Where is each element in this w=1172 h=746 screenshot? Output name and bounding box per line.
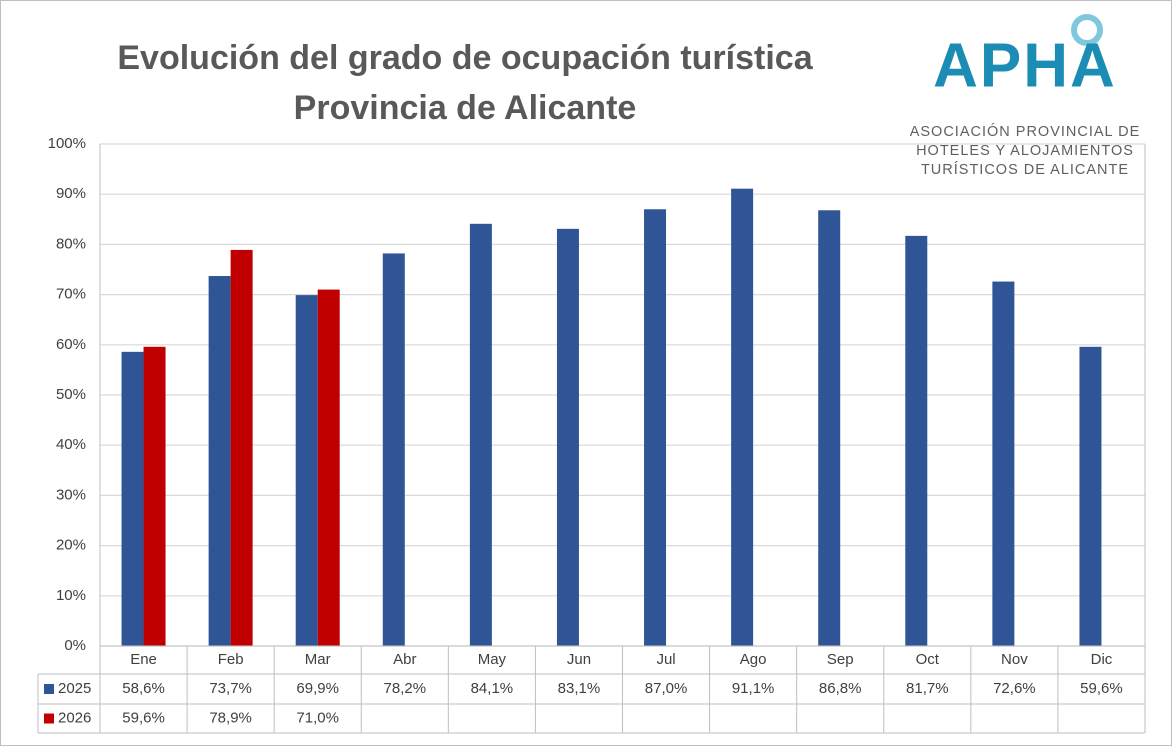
table-value: 59,6%: [122, 709, 165, 726]
x-tick-label: Ago: [740, 651, 767, 668]
bar: [905, 235, 928, 646]
x-tick-label: Oct: [916, 651, 940, 668]
table-value: 86,8%: [819, 680, 862, 697]
chart-title: Evolución del grado de ocupación turísti…: [117, 39, 813, 77]
y-tick-label: 50%: [56, 386, 86, 403]
table-value: 84,1%: [471, 680, 514, 697]
bar: [644, 209, 667, 646]
logo-line: HOTELES Y ALOJAMIENTOS: [916, 143, 1134, 159]
bar: [382, 253, 405, 646]
x-tick-label: Jul: [656, 651, 675, 668]
y-tick-label: 30%: [56, 486, 86, 503]
bar: [208, 276, 231, 646]
bar: [731, 188, 754, 647]
bar: [556, 228, 579, 646]
x-tick-label: May: [478, 651, 507, 668]
y-tick-label: 70%: [56, 286, 86, 303]
bar: [230, 249, 253, 646]
legend-key: [44, 684, 54, 694]
bar: [1079, 346, 1102, 646]
table-value: 83,1%: [558, 680, 601, 697]
bar: [992, 281, 1015, 646]
table-value: 58,6%: [122, 680, 165, 697]
table-value: 81,7%: [906, 680, 949, 697]
logo: APHA ASOCIACIÓN PROVINCIAL DE HOTELES Y …: [910, 14, 1141, 178]
table-value: 72,6%: [993, 680, 1036, 697]
y-tick-label: 100%: [48, 135, 86, 152]
x-tick-label: Abr: [393, 651, 416, 668]
table-value: 87,0%: [645, 680, 688, 697]
y-tick-label: 10%: [56, 587, 86, 604]
bar: [818, 210, 841, 646]
table-value: 69,9%: [296, 680, 339, 697]
bar: [295, 295, 318, 646]
bar: [317, 289, 340, 646]
logo-text: APHA: [933, 31, 1117, 100]
logo-line: ASOCIACIÓN PROVINCIAL DE: [910, 123, 1141, 140]
table-value: 59,6%: [1080, 680, 1123, 697]
table-value: 91,1%: [732, 680, 775, 697]
x-tick-label: Mar: [305, 651, 331, 668]
legend-label: 2026: [58, 709, 91, 726]
x-tick-label: Dic: [1091, 651, 1113, 668]
chart-subtitle: Provincia de Alicante: [294, 89, 637, 127]
y-tick-label: 60%: [56, 336, 86, 353]
bar: [469, 223, 492, 646]
legend-key: [44, 713, 54, 724]
table-value: 78,2%: [384, 680, 427, 697]
x-tick-label: Feb: [218, 651, 244, 668]
table-value: 78,9%: [209, 709, 252, 726]
x-tick-label: Nov: [1001, 651, 1028, 668]
x-tick-label: Sep: [827, 651, 854, 668]
bar: [121, 351, 144, 646]
y-tick-label: 20%: [56, 537, 86, 554]
logo-line: TURÍSTICOS DE ALICANTE: [921, 161, 1129, 178]
legend-label: 2025: [58, 680, 91, 697]
table-value: 71,0%: [296, 709, 339, 726]
x-tick-label: Ene: [130, 651, 157, 668]
table-value: 73,7%: [209, 680, 252, 697]
x-tick-label: Jun: [567, 651, 591, 668]
bar: [143, 346, 166, 646]
logo-ornament: [1071, 14, 1103, 46]
y-tick-label: 40%: [56, 436, 86, 453]
y-tick-label: 90%: [56, 185, 86, 202]
y-tick-label: 0%: [64, 637, 86, 654]
y-tick-label: 80%: [56, 235, 86, 252]
